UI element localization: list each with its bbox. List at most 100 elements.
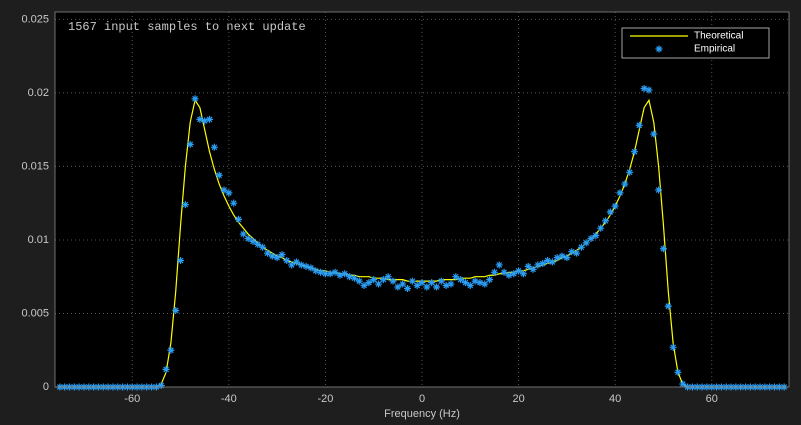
x-tick-label: 20 (512, 393, 524, 405)
y-tick-label: 0.01 (28, 234, 49, 246)
empirical-marker (466, 282, 474, 290)
empirical-marker (206, 115, 214, 123)
empirical-marker (515, 267, 523, 275)
empirical-marker (563, 254, 571, 262)
empirical-marker (167, 346, 175, 354)
empirical-marker (263, 249, 271, 257)
empirical-marker (181, 201, 189, 209)
empirical-marker (244, 234, 252, 242)
empirical-marker (573, 249, 581, 257)
empirical-marker (201, 117, 209, 125)
empirical-marker (191, 95, 199, 103)
y-tick-label: 0 (43, 381, 49, 393)
plot-border (54, 11, 790, 388)
empirical-marker (500, 268, 508, 276)
x-tick-label: -40 (221, 393, 237, 405)
empirical-marker (341, 270, 349, 278)
empirical-marker (645, 86, 653, 94)
x-axis-label: Frequency (Hz) (384, 408, 460, 420)
empirical-marker (331, 268, 339, 276)
empirical-marker (172, 307, 180, 315)
empirical-marker (558, 252, 566, 260)
empirical-marker (432, 283, 440, 291)
empirical-marker (452, 273, 460, 281)
empirical-marker (196, 115, 204, 123)
empirical-marker (519, 270, 527, 278)
empirical-marker (630, 148, 638, 156)
y-tick-label: 0.02 (28, 87, 49, 99)
annotation: 1567 input samples to next update (68, 20, 306, 34)
empirical-marker (476, 279, 484, 287)
empirical-marker (399, 280, 407, 288)
empirical-marker (669, 343, 677, 351)
empirical-marker (534, 261, 542, 269)
empirical-marker (302, 262, 310, 270)
empirical-marker (307, 264, 315, 272)
empirical-marker (592, 232, 600, 240)
empirical-marker (655, 186, 663, 194)
empirical-marker (235, 215, 242, 223)
empirical-marker (268, 252, 276, 260)
empirical-marker (350, 274, 358, 282)
legend-label: Empirical (694, 44, 735, 55)
empirical-marker (602, 217, 609, 225)
x-tick-label: -60 (124, 393, 140, 405)
empirical-marker (321, 270, 329, 278)
empirical-marker (437, 277, 445, 285)
y-tick-label: 0.005 (21, 307, 49, 319)
empirical-marker (317, 268, 325, 276)
empirical-marker (157, 382, 165, 390)
empirical-marker (524, 262, 532, 270)
empirical-marker (539, 259, 547, 267)
empirical-marker (442, 282, 450, 290)
empirical-marker (220, 186, 228, 194)
empirical-marker (582, 239, 590, 247)
legend-box (621, 27, 770, 59)
empirical-marker (457, 276, 465, 284)
empirical-marker (461, 279, 469, 287)
empirical-marker (177, 257, 185, 265)
empirical-marker (597, 224, 605, 232)
empirical-marker (278, 251, 286, 259)
empirical-marker (365, 279, 373, 287)
empirical-marker (384, 273, 392, 281)
empirical-marker (471, 277, 479, 285)
empirical-marker (210, 143, 218, 151)
empirical-marker (495, 261, 503, 269)
empirical-marker (418, 279, 426, 287)
empirical-marker (346, 273, 354, 281)
empirical-marker (611, 202, 619, 210)
empirical-marker (423, 283, 431, 291)
empirical-marker (336, 271, 344, 279)
empirical-marker (360, 282, 368, 290)
empirical-marker (375, 280, 383, 288)
empirical-marker (186, 140, 194, 148)
empirical-marker (553, 254, 561, 262)
empirical-marker (249, 237, 257, 245)
empirical-marker (288, 261, 296, 269)
empirical-marker (606, 208, 614, 216)
empirical-marker (544, 257, 552, 265)
empirical-marker (239, 230, 247, 238)
empirical-marker (225, 189, 233, 197)
empirical-marker (635, 121, 643, 129)
legend: Theoretical Empirical (621, 27, 770, 59)
empirical-marker (326, 270, 334, 278)
empirical-marker (413, 282, 421, 290)
empirical-marker (259, 243, 267, 251)
empirical-marker (529, 265, 537, 273)
x-tick-label: 0 (419, 393, 425, 405)
empirical-marker (408, 277, 416, 285)
empirical-marker (664, 302, 672, 310)
empirical-marker (292, 258, 300, 266)
empirical-marker (650, 130, 658, 138)
empirical-marker (505, 271, 513, 279)
empirical-marker (621, 180, 629, 188)
empirical-marker (254, 240, 262, 248)
empirical-marker (215, 171, 223, 179)
empirical-marker (548, 258, 556, 266)
empirical-marker (297, 261, 305, 269)
legend-label: Theoretical (694, 31, 743, 42)
